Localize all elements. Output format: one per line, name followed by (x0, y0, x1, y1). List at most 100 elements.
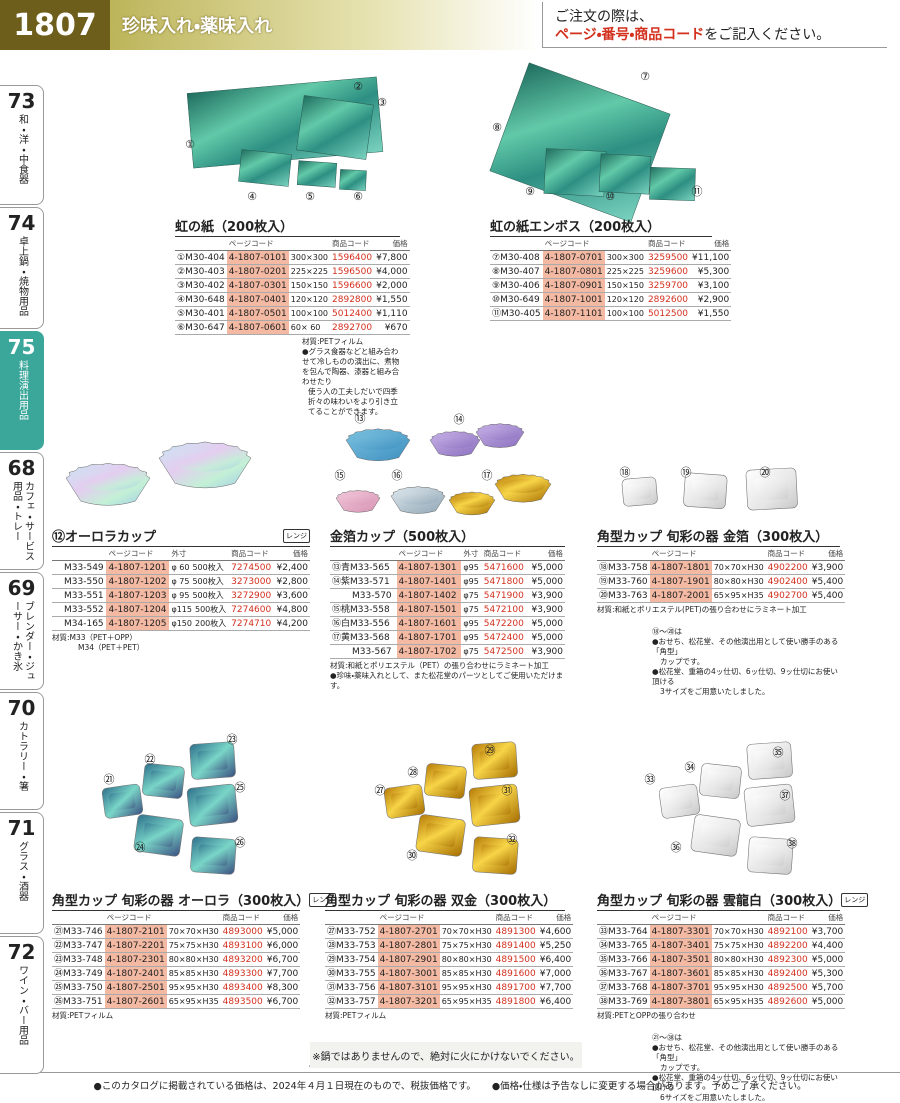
model-cell: ㊲M33-768 (597, 980, 650, 995)
model-number: M30-648 (185, 294, 225, 305)
callout: ⑭ (454, 413, 465, 426)
page-code: 4-1807-3801 (649, 994, 712, 1009)
table-row: ㉖M33-751 4-1807-2601 65×95×H35 4893500 ¥6,70… (52, 994, 301, 1009)
size: 70×70×H30 (439, 924, 494, 939)
model-cell: M33-549 (52, 560, 107, 575)
header-cell: 価格 (527, 547, 565, 561)
model-number: M30-406 (500, 280, 540, 291)
square-cup-inner (479, 749, 510, 771)
table-header: ページコード 商品コード 価格 (490, 237, 732, 251)
tab-label: 和・洋・中食器 (16, 114, 28, 184)
section-name: 虹の紙エンボス（200枚入） (490, 220, 661, 235)
size: 60× 60 (288, 320, 331, 335)
product-section: 角型カップ 旬彩の器 オーロラ（300枚入） レンジ ページコード 商品コード 価格 ㉑M… (52, 890, 337, 1021)
square-cup-inner (391, 791, 418, 811)
page-code: 4-1807-1501 (396, 602, 462, 617)
page-code: 4-1807-0201 (226, 264, 289, 279)
tab-label: ブレンダー・ジューサー・かき氷 (10, 601, 34, 681)
item-color: 青 (341, 562, 351, 573)
page-code: 4-1807-2801 (377, 938, 440, 953)
size-value: 70×70×H30 (441, 926, 492, 936)
size-value: 85×85×H30 (713, 968, 764, 978)
size-value: 150×150 (606, 280, 644, 290)
header-cell: 商品コード (330, 237, 375, 251)
cup-inner (169, 448, 241, 472)
product-section: 虹の紙（200枚入） ページコード 商品コード 価格 ①M30-404 4-1807-01… (175, 216, 410, 417)
size: 85×85×H30 (166, 966, 221, 981)
price: ¥3,700 (809, 924, 846, 939)
model-cell: ⑱M33-758 (597, 560, 650, 575)
price: ¥5,000 (527, 560, 565, 575)
callout: ㉙ (485, 744, 496, 757)
model-cell: ③M30-402 (175, 278, 227, 293)
page-code: 4-1807-0601 (226, 320, 289, 335)
model-number: M33-753 (336, 940, 376, 951)
price: ¥5,000 (527, 630, 565, 645)
table-row: ⑰黄M33-568 4-1807-1701 φ95 5472400 ¥5,000 (330, 630, 565, 645)
price: ¥3,900 (527, 644, 565, 659)
model-number: M33-751 (63, 996, 103, 1007)
section-title: 角型カップ 旬彩の器 金箔（300枚入） (597, 526, 840, 547)
item-number: ⑳ (599, 590, 609, 601)
side-tab: 73 和・洋・中食器 (0, 85, 44, 205)
page-code: 4-1807-2301 (104, 952, 167, 967)
page-code: 4-1807-3301 (649, 924, 712, 939)
size-value: φ75 (463, 646, 479, 656)
note-line: ●珍味・薬味入れとして、また松花堂のパーツとしてご使用いただけます。 (330, 671, 564, 690)
product-code: 5012500 (645, 306, 691, 321)
callout: ㉚ (407, 849, 418, 862)
model-number: M33-758 (608, 562, 648, 573)
page-code: 4-1807-1702 (396, 644, 462, 659)
usage-line: ●松花堂、重箱の4ッ仕切、6ッ仕切、9ッ仕切にお使い頂ける (652, 667, 838, 686)
callout: ⑳ (760, 466, 771, 479)
table-row: M33-552 4-1807-1204 φ115 500枚入 7274600 ¥4,800 (52, 602, 310, 617)
model-cell: ⑯白M33-556 (330, 616, 397, 631)
model-number: M30-407 (500, 266, 540, 277)
tab-number: 75 (7, 335, 36, 359)
size: φ 60 500枚入 (169, 560, 230, 575)
product-code: 1596400 (330, 250, 375, 265)
page-code: 4-1807-0801 (542, 264, 605, 279)
item-number: ㉝ (599, 926, 609, 937)
size: φ150 200枚入 (169, 616, 230, 631)
microwave-badge: レンジ (841, 892, 869, 907)
model-cell: ⑮桃M33-558 (330, 602, 397, 617)
page-code: 4-1807-0701 (542, 250, 605, 265)
tab-number: 74 (7, 211, 36, 235)
size-value: φ115 (171, 604, 192, 614)
header-cell (325, 911, 378, 925)
usage-head: ⑱〜⑳は (652, 627, 682, 636)
header-cell: 商品コード (765, 911, 810, 925)
model-number: M33-768 (608, 982, 648, 993)
table-row: ㊱M33-767 4-1807-3601 85×85×H30 4892400 ¥5,30… (597, 966, 846, 981)
price: ¥1,550 (690, 306, 732, 321)
price: ¥6,700 (264, 952, 301, 967)
size-value: 150×150 (290, 280, 329, 290)
model-cell: ㉒M33-747 (52, 938, 105, 953)
side-tab: 71 グラス・酒器 (0, 812, 44, 934)
price: ¥2,400 (273, 560, 310, 575)
side-tab: 74 卓上鍋・焼物用品 (0, 207, 44, 329)
item-number: ⑩ (492, 294, 501, 305)
item-number: ㉒ (54, 940, 64, 951)
product-code: 5471600 (481, 560, 528, 575)
usage-notes: ⑱〜⑳は ●おせち、松花堂、その他演出用として使い勝手のある「角型」 カップです。 ●… (652, 627, 840, 697)
note-line: ●グラス食器などと組み合わせて冷しものの演出に、煮物を包んで陶器、漆器と組み合わ… (302, 347, 400, 386)
callout: ⑱ (620, 466, 631, 479)
header-cell: 価格 (264, 911, 301, 925)
size-value: 300×300 (290, 252, 329, 262)
table-header: ページコード 商品コード 価格 (597, 911, 846, 925)
price: ¥6,400 (537, 952, 574, 967)
table-row: ㊳M33-769 4-1807-3801 65×95×H35 4892600 ¥5,00… (597, 994, 846, 1009)
product-code: 4891600 (493, 966, 538, 981)
table-row: ③M30-402 4-1807-0301 150×150 1596600 ¥2,000 (175, 278, 410, 293)
notes: 材質:PETとOPPの張り合わせ (597, 1011, 840, 1021)
size-value: 300×300 (606, 252, 644, 262)
callout: ㉝ (645, 773, 656, 786)
size: 70×70×H30 (711, 924, 766, 939)
size: 75×75×H30 (439, 938, 494, 953)
size: φ 95 500枚入 (169, 588, 230, 603)
section-number: ⑫ (52, 530, 66, 545)
item-number: ⑨ (492, 280, 501, 291)
page-code: 4-1807-2201 (104, 938, 167, 953)
